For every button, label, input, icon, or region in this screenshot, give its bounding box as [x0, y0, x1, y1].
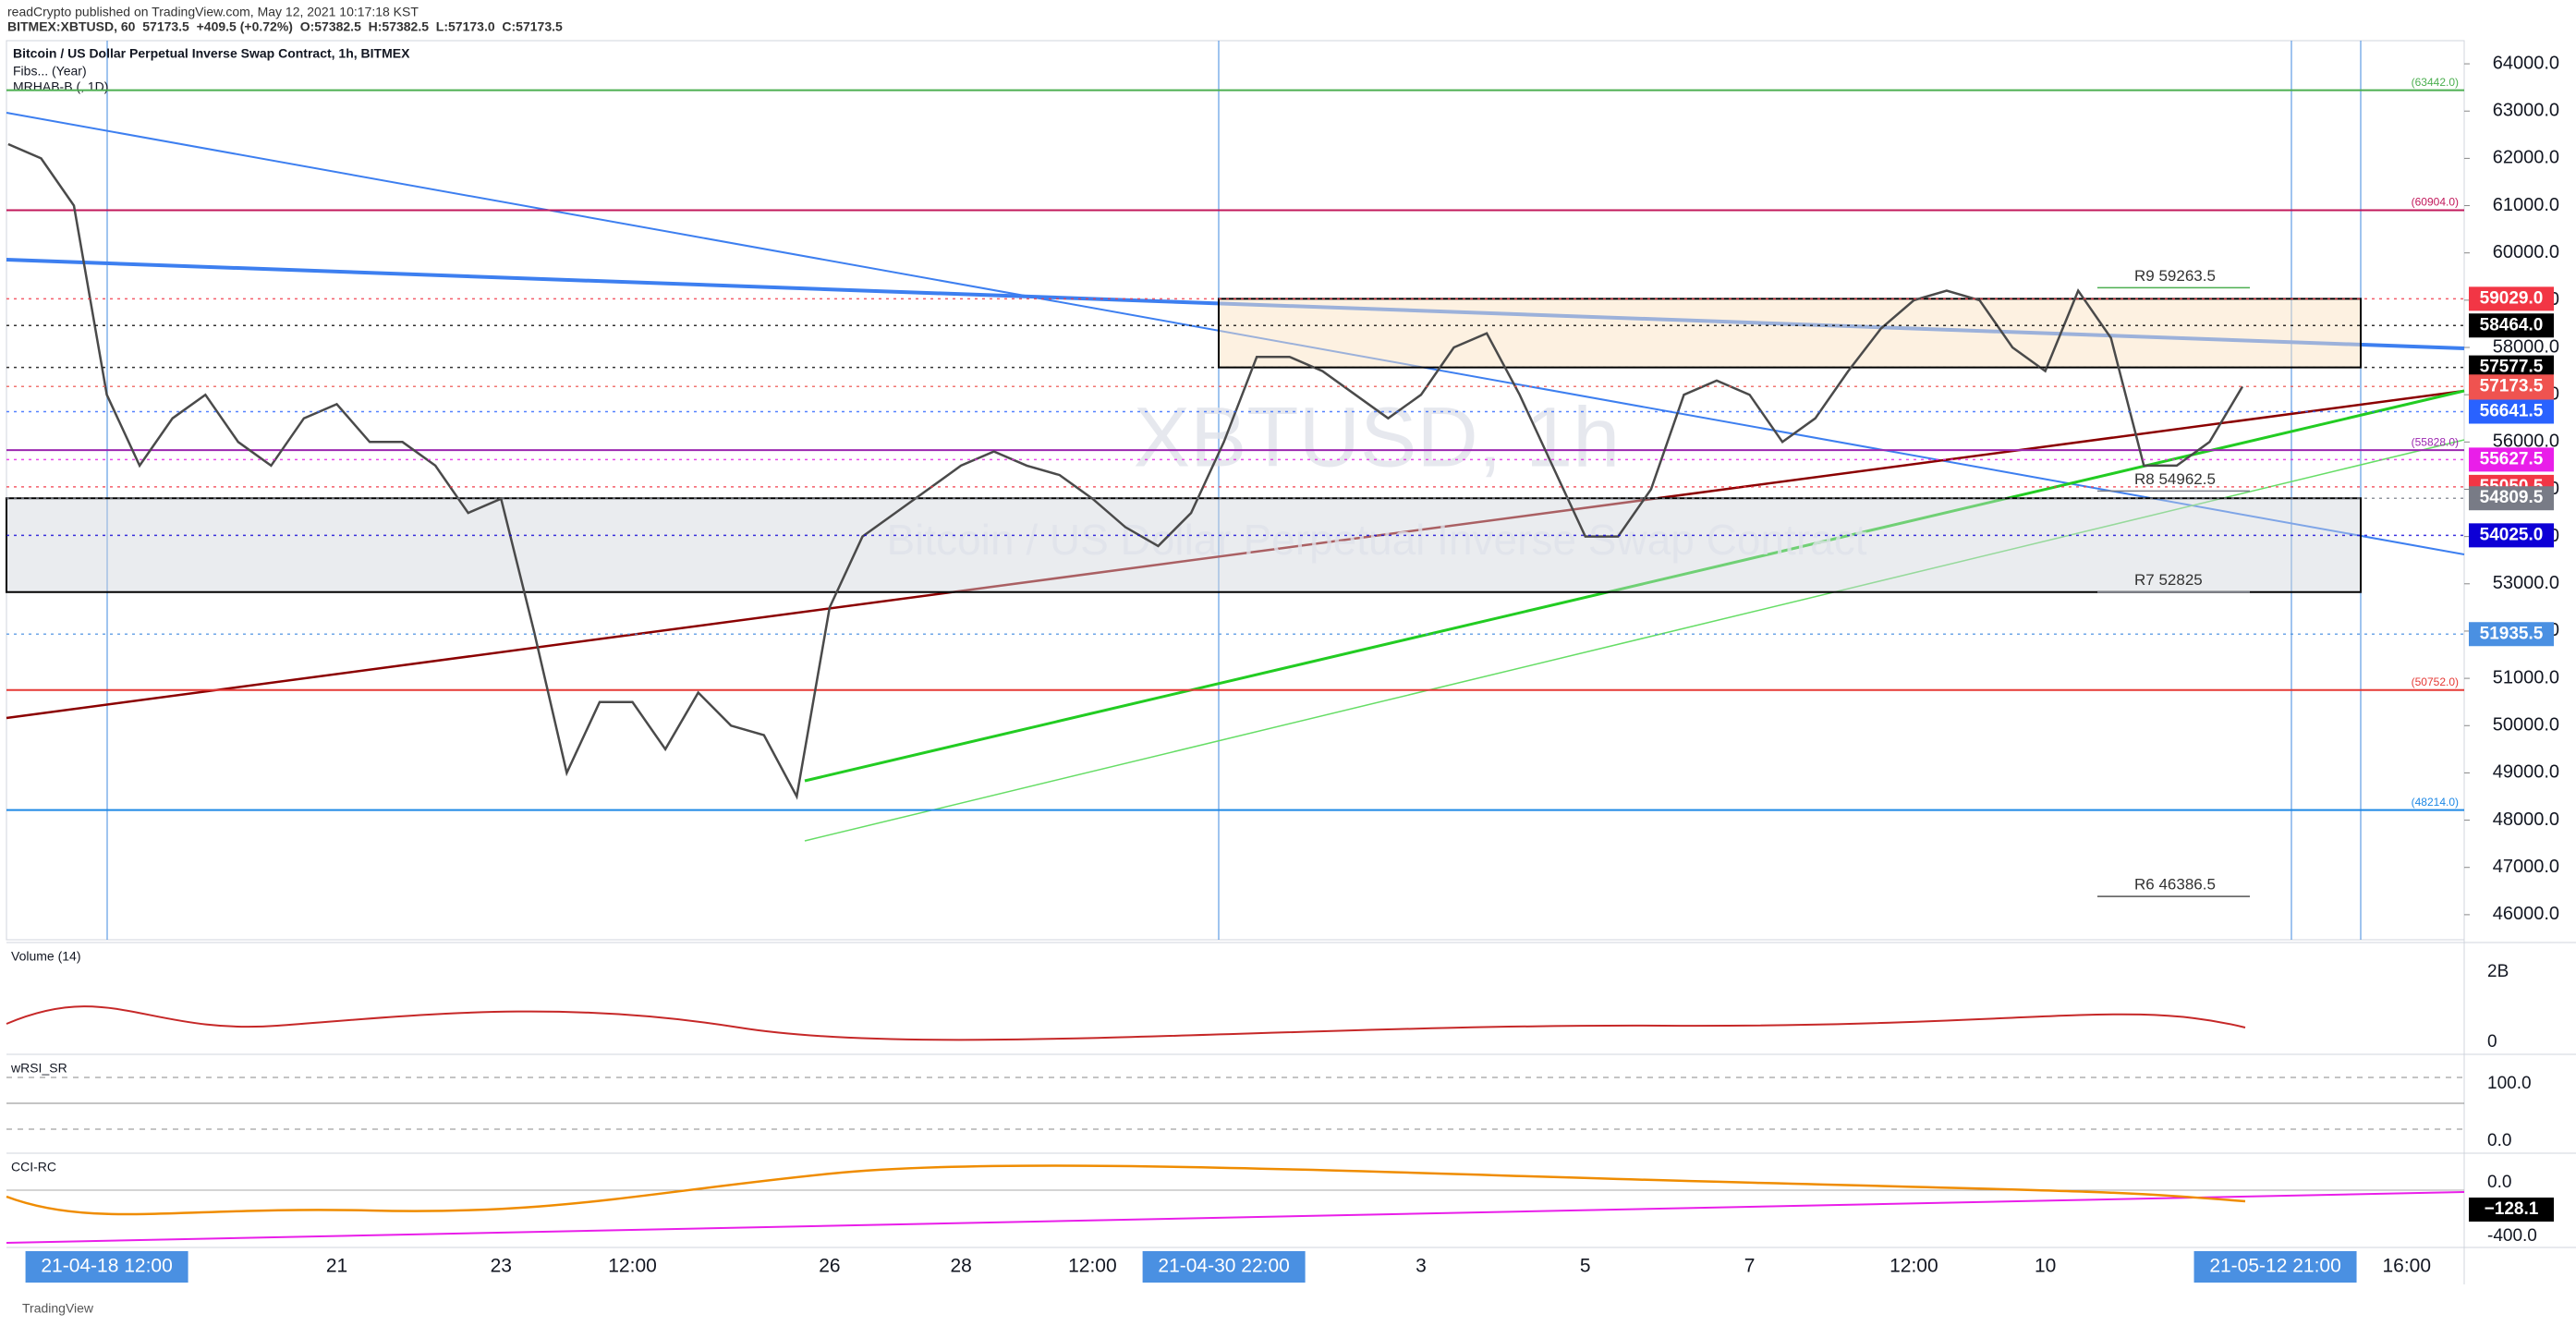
vertical-markers	[106, 41, 2362, 940]
x-tick-label: 21-05-12 21:00	[2209, 1256, 2340, 1277]
price-tag-label: 55627.5	[2480, 449, 2544, 468]
trend-line	[804, 439, 2465, 842]
price-tag	[2469, 399, 2554, 424]
pane-tick-label: 2B	[2487, 962, 2509, 981]
pivot-label: R7 52825	[2134, 571, 2203, 589]
price-line	[7, 142, 2244, 800]
x-tick-label: 12:00	[1068, 1256, 1117, 1277]
price-tag-label: 54809.5	[2480, 488, 2544, 507]
pivot-label: R8 54962.5	[2134, 470, 2216, 488]
x-tick-label: 16:00	[2382, 1256, 2431, 1277]
x-tick-label: 5	[1580, 1256, 1591, 1277]
y-tick-label: 64000.0	[2493, 53, 2559, 73]
watermark-symbol: XBTUSD, 1h	[1134, 390, 1621, 484]
y-tick-label: 60000.0	[2493, 242, 2559, 262]
x-tick-label: 7	[1744, 1256, 1756, 1277]
level-label: (63442.0)	[2412, 76, 2459, 89]
level-label: (55828.0)	[2412, 435, 2459, 448]
level-label: (48214.0)	[2412, 796, 2459, 809]
price-tag-label: 54025.0	[2480, 525, 2544, 544]
y-tick-label: 48000.0	[2493, 809, 2559, 830]
x-tick-label: 3	[1416, 1256, 1427, 1277]
pane-title: CCI-RC	[11, 1160, 56, 1174]
trend-line	[6, 389, 2465, 720]
pane-tick-label: 0.0	[2487, 1131, 2511, 1150]
cci-line	[6, 1164, 2246, 1216]
volume-line	[6, 1005, 2246, 1041]
pane-tick-label: 100.0	[2487, 1074, 2532, 1093]
dynamic-layer: 64000.063000.062000.061000.060000.059000…	[6, 53, 2559, 1283]
x-tick-label: 12:00	[608, 1256, 657, 1277]
pane-tick-label: 0.0	[2487, 1173, 2511, 1192]
x-tick-label: 10	[2035, 1256, 2056, 1277]
price-tag-label: 51935.5	[2480, 624, 2544, 643]
range-box	[1218, 298, 2362, 369]
price-tag	[2469, 622, 2554, 647]
x-tick-label: 21-04-30 22:00	[1158, 1256, 1289, 1277]
price-tag	[2469, 286, 2554, 311]
x-tick-label: 21	[326, 1256, 347, 1277]
x-tick-label: 12:00	[1889, 1256, 1938, 1277]
price-tag-label: 58464.0	[2480, 315, 2544, 335]
price-tag	[2469, 313, 2554, 338]
pane-tick-label: -400.0	[2487, 1226, 2537, 1246]
price-tag-label: 57173.5	[2480, 376, 2544, 395]
watermark-description: Bitcoin / US Dollar Perpetual Inverse Sw…	[886, 516, 1866, 564]
legend-title: Bitcoin / US Dollar Perpetual Inverse Sw…	[13, 46, 410, 61]
price-tag	[2469, 486, 2554, 511]
y-tick-label: 49000.0	[2493, 762, 2559, 783]
price-tag	[2469, 523, 2554, 548]
x-label-highlight	[2193, 1251, 2357, 1283]
y-tick-label: 53000.0	[2493, 573, 2559, 593]
y-tick-label: 61000.0	[2493, 195, 2559, 215]
pivot-label: R9 59263.5	[2134, 267, 2216, 285]
pane-title: Volume (14)	[11, 949, 80, 964]
x-tick-label: 21-04-18 12:00	[41, 1256, 172, 1277]
symbol-line: BITMEX:XBTUSD, 60 57173.5 +409.5 (+0.72%…	[7, 19, 563, 34]
y-tick-label: 46000.0	[2493, 904, 2559, 924]
price-tag-label: 56641.5	[2480, 402, 2544, 421]
y-tick-label: 50000.0	[2493, 715, 2559, 736]
x-tick-label: 26	[819, 1256, 840, 1277]
legend-item: Fibs... (Year)	[13, 64, 87, 79]
y-tick-label: 63000.0	[2493, 101, 2559, 121]
pane-trend	[6, 1191, 2465, 1244]
x-label-highlight	[25, 1251, 188, 1283]
range-box	[6, 497, 2362, 593]
footer-brand: TradingView	[22, 1301, 94, 1316]
level-label: (60904.0)	[2412, 196, 2459, 209]
price-tag	[2469, 447, 2554, 472]
x-tick-label: 28	[950, 1256, 971, 1277]
y-tick-label: 58000.0	[2493, 336, 2559, 357]
y-tick-label: 51000.0	[2493, 667, 2559, 687]
pane-tag-label: −128.1	[2485, 1199, 2539, 1219]
pane-tick-label: 0	[2487, 1032, 2497, 1052]
pivot-label: R6 46386.5	[2134, 876, 2216, 894]
plot-area	[6, 40, 2465, 941]
level-label: (50752.0)	[2412, 675, 2459, 688]
panes	[6, 942, 2576, 1248]
x-label-highlight	[1142, 1251, 1306, 1283]
legend-item: MRHAB-B (, 1D)	[13, 79, 108, 94]
pane-title: wRSI_SR	[10, 1061, 67, 1076]
price-tag-label: 59029.0	[2480, 288, 2544, 308]
boxes	[6, 298, 2362, 593]
price-tag-label: 57577.5	[2480, 358, 2544, 377]
x-tick-label: 23	[491, 1256, 512, 1277]
y-tick-label: 56000.0	[2493, 432, 2559, 452]
y-tick-label: 62000.0	[2493, 148, 2559, 168]
y-tick-label: 47000.0	[2493, 857, 2559, 877]
pane-tag	[2469, 1198, 2554, 1222]
trend-line	[804, 389, 2465, 783]
publisher: readCrypto published on TradingView.com,…	[7, 5, 419, 19]
